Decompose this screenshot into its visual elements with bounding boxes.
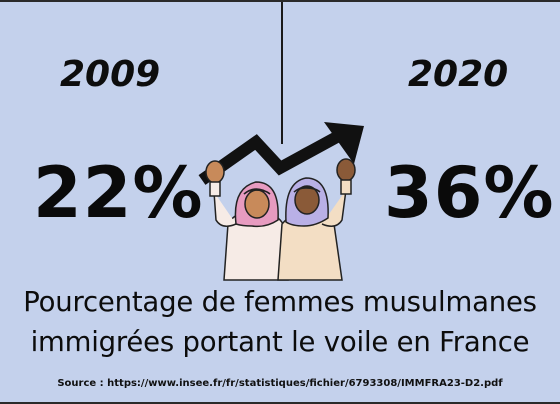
year-right: 2020 xyxy=(408,54,509,95)
two-women-raised-fists-arrow-icon xyxy=(198,122,364,281)
source-text: Source : https://www.insee.fr/fr/statist… xyxy=(57,378,503,389)
percent-right: 36% xyxy=(384,152,555,234)
woman-right xyxy=(277,158,356,281)
caption-line-2: immigrées portant le voile en France xyxy=(30,326,530,358)
caption-line-1: Pourcentage de femmes musulmanes xyxy=(23,286,537,318)
percent-left: 22% xyxy=(33,152,204,234)
year-left: 2009 xyxy=(60,54,161,95)
woman-left xyxy=(205,160,289,281)
upward-arrow-line xyxy=(198,126,349,185)
upward-arrow-head xyxy=(324,122,364,164)
center-divider xyxy=(281,2,283,144)
